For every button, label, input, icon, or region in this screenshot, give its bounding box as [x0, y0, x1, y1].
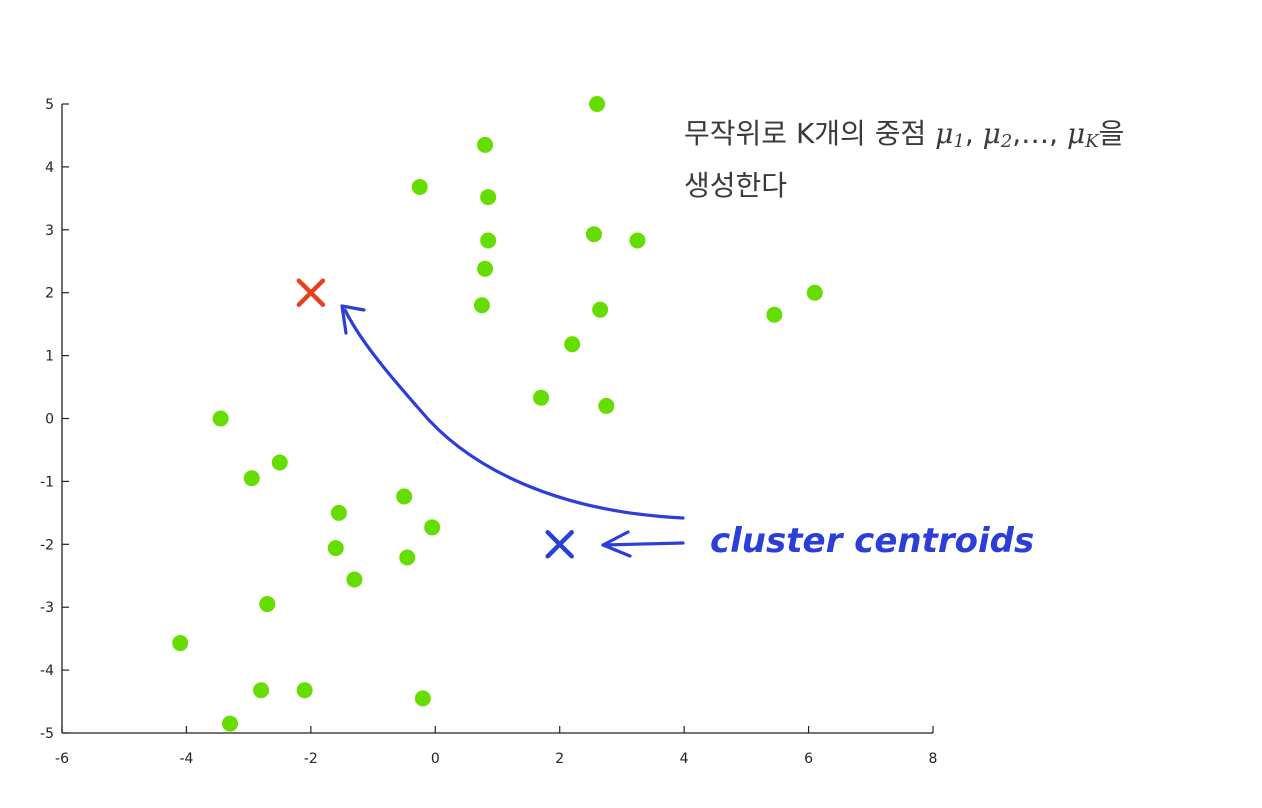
centroids [296, 278, 574, 559]
data-point [629, 232, 646, 249]
data-point [480, 189, 497, 206]
curved-arrow-head [340, 304, 366, 335]
data-point [346, 571, 363, 588]
data-point [564, 336, 581, 353]
x-tick-label: -2 [304, 751, 318, 767]
short-arrow-head [601, 530, 632, 558]
data-point [585, 226, 602, 243]
y-tick-label: -5 [40, 726, 54, 742]
x-tick-label: 8 [929, 751, 938, 767]
caption-line-2: 생성한다 [684, 169, 788, 202]
data-point [766, 306, 783, 323]
y-tick-label: -3 [40, 600, 54, 616]
centroid-stroke [296, 278, 326, 307]
data-point [480, 232, 497, 249]
caption-line-1: 무작위로 K개의 중점 μ1, μ2,…, μK을 [684, 112, 1254, 164]
y-tick-label: 4 [45, 160, 54, 176]
x-tick-label: 2 [555, 751, 564, 767]
data-point [477, 136, 494, 153]
data-point [598, 397, 615, 414]
data-point [592, 301, 609, 318]
data-point [414, 690, 431, 707]
x-tick-label: 6 [804, 751, 813, 767]
y-tick-label: 2 [45, 286, 54, 302]
mu-k: μK [1066, 117, 1099, 152]
data-point [212, 410, 229, 427]
centroid-marker [545, 530, 574, 559]
sep-1: , [964, 117, 983, 150]
mu-2: μ2 [982, 117, 1013, 152]
data-point [221, 715, 238, 732]
curved-arrow-shaft [343, 308, 685, 520]
data-point [473, 297, 490, 314]
short-arrow-shaft [601, 541, 685, 547]
annotation: cluster centroids [340, 304, 1034, 561]
caption-tail: 을 [1098, 117, 1125, 150]
y-tick-label: 3 [45, 223, 54, 239]
y-tick-label: -2 [40, 537, 54, 553]
data-point [327, 540, 344, 557]
x-tick-label: 4 [680, 751, 689, 767]
y-tick-label: -1 [40, 474, 54, 490]
data-point [330, 504, 347, 521]
y-tick-label: 1 [45, 349, 54, 365]
mu-1: μ1 [935, 117, 965, 152]
centroid-stroke [545, 530, 574, 559]
x-tick-label: -4 [179, 751, 193, 767]
x-tick-label: -6 [55, 751, 69, 767]
y-tick-label: 0 [45, 412, 54, 428]
data-point [259, 596, 276, 613]
annotation-label: cluster centroids [710, 521, 1034, 561]
data-points [172, 96, 823, 732]
y-tick-label: 5 [45, 97, 54, 113]
centroid-marker [296, 278, 326, 307]
data-point [271, 454, 288, 471]
y-tick-label: -4 [40, 663, 54, 679]
data-point [399, 549, 416, 566]
data-point [411, 179, 428, 196]
data-point [243, 470, 260, 487]
data-point [296, 682, 313, 699]
axes: -6 -4 -2 0 2 4 6 8 5 4 3 2 1 0 -1 -2 -3 -4 -5 [40, 97, 937, 767]
ellipsis: ,…, [1012, 117, 1067, 150]
caption: 무작위로 K개의 중점 μ1, μ2,…, μK을 생성한다 [684, 112, 1254, 208]
data-point [172, 635, 189, 652]
data-point [806, 284, 823, 301]
data-point [477, 260, 494, 277]
data-point [424, 519, 441, 536]
data-point [589, 96, 606, 112]
x-tick-label: 0 [431, 751, 440, 767]
data-point [533, 389, 550, 406]
caption-text: 무작위로 K개의 중점 [684, 117, 936, 150]
data-point [396, 488, 413, 505]
data-point [253, 682, 270, 699]
